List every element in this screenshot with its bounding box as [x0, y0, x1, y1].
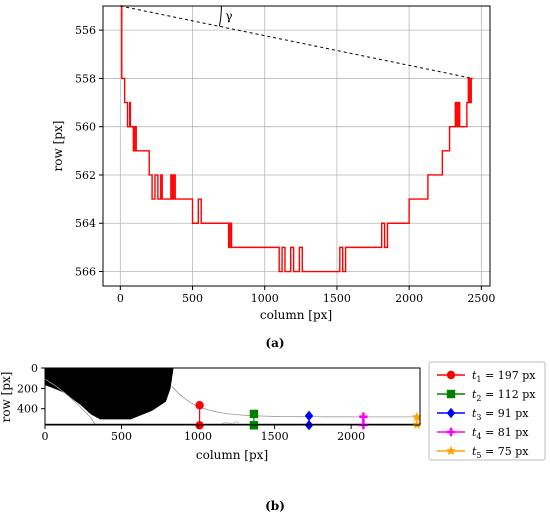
panel-a-ticks: 0 500 1000 1500 2000 2500 556 558 560 562 564 566: [75, 24, 495, 305]
legend-marker: [446, 407, 456, 419]
x-tick-label: 1000: [184, 430, 212, 443]
panel-b-ylabel: row [px]: [0, 372, 13, 423]
caption-b: (b): [265, 499, 285, 513]
series-t5-marker: [411, 419, 422, 429]
x-tick-label: 1000: [251, 292, 279, 305]
panel-a-plot-area: [103, 6, 490, 286]
series-t2: [249, 409, 259, 430]
x-tick-label: 2000: [337, 430, 365, 443]
legend-label: t3 = 91 px: [472, 407, 529, 422]
profile-line-1: [120, 5, 473, 273]
legend-item-t3: t3 = 91 px: [437, 407, 529, 422]
panel-b-xlabel: column [px]: [196, 448, 268, 462]
legend-item-t1: t1 = 197 px: [437, 369, 536, 384]
legend-box: [428, 361, 546, 461]
y-tick-label: 560: [75, 121, 96, 134]
legend-label: t5 = 75 px: [472, 445, 529, 460]
series-t4: [359, 412, 368, 430]
gamma-annotation: γ: [225, 9, 232, 23]
x-tick-label: 1500: [323, 292, 351, 305]
y-tick-label: 566: [75, 266, 96, 279]
series-t3-marker: [304, 410, 314, 422]
legend-marker: [446, 370, 456, 380]
legend-label: t1 = 197 px: [472, 369, 536, 384]
series-t2-marker: [249, 409, 259, 419]
y-tick-label: 200: [17, 382, 38, 395]
legend-marker: [446, 389, 456, 399]
edge-curve-left: [45, 378, 96, 425]
y-tick-label: 562: [75, 169, 96, 182]
series-t1-marker: [195, 401, 204, 410]
x-tick-label: 500: [111, 430, 132, 443]
panel-a-grid: [103, 6, 490, 286]
y-tick-label: 0: [31, 362, 38, 375]
panel-b-data: [195, 401, 422, 431]
y-tick-label: 564: [75, 217, 96, 230]
legend-item-t2: t2 = 112 px: [437, 388, 536, 403]
panel-b-ticks: 0 500 1000 1500 2000 0 200 400: [17, 362, 365, 443]
caption-a: (a): [265, 336, 284, 350]
panel-a-frame: [102, 5, 491, 287]
x-tick-label: 0: [42, 430, 49, 443]
legend-label: t2 = 112 px: [472, 388, 536, 403]
x-tick-label: 1500: [261, 430, 289, 443]
baseline-strip: [45, 423, 420, 425]
panel-a: 0 500 1000 1500 2000 2500 556 558 560 562 564 566 γ…: [51, 5, 495, 350]
legend-item-t5: t5 = 75 px: [437, 445, 529, 460]
y-tick-label: 556: [75, 24, 96, 37]
panel-a-xlabel: column [px]: [260, 308, 332, 322]
legend-label: t4 = 81 px: [472, 426, 529, 441]
y-tick-label: 400: [17, 403, 38, 416]
series-t3: [304, 410, 314, 431]
panel-b-frame: [44, 367, 421, 426]
legend-marker: [446, 445, 456, 456]
x-tick-label: 2500: [467, 292, 495, 305]
series-t5: [411, 411, 422, 429]
legend-item-t4: t4 = 81 px: [437, 426, 529, 441]
x-tick-label: 2000: [395, 292, 423, 305]
series-t4-marker: [359, 412, 368, 421]
panel-b-clipped: [45, 368, 420, 425]
silhouette-region: [45, 368, 174, 420]
legend: t1 = 197 px t2 = 112 px t3 = 91 px t4 = 81 …: [428, 361, 546, 461]
series-t5-marker: [411, 411, 422, 422]
legend-marker: [446, 427, 456, 437]
y-tick-label: 558: [75, 72, 96, 85]
panel-a-ylabel: row [px]: [51, 121, 65, 172]
panel-b: 0 500 1000 1500 2000 0 200 400 column [px] row …: [0, 362, 422, 513]
x-tick-label: 500: [182, 292, 203, 305]
panel-b-background: [45, 368, 420, 425]
x-tick-label: 0: [117, 292, 124, 305]
edge-curve: [171, 386, 417, 418]
